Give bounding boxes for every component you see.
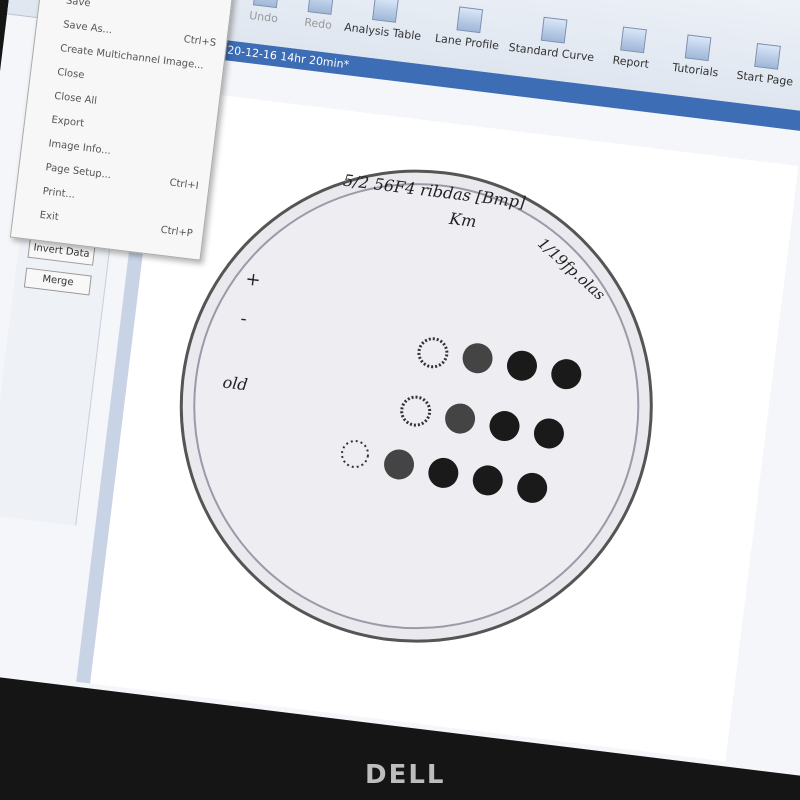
menu-label: Print... — [41, 186, 76, 201]
menu-label: Exit — [39, 209, 60, 224]
button-label: Standard Curve — [507, 40, 595, 65]
menu-item[interactable]: Save As... Ctrl+S — [62, 19, 222, 49]
plate-image: 5/2 56F4 ribdas [Bmp] Km 1/19fp.olas + -… — [179, 169, 653, 643]
toolbar-button[interactable]: Start Page — [719, 39, 800, 91]
button-label: Analysis Table — [343, 20, 422, 43]
handwriting: + — [244, 268, 262, 291]
menu-item[interactable]: Image Info... — [48, 138, 208, 168]
toolbar-button[interactable]: Analysis Table — [337, 0, 431, 44]
menu-item[interactable]: Create Multichannel Image... — [60, 43, 220, 73]
menu-label: Create Multichannel Image... — [59, 43, 205, 72]
menu-item[interactable]: Exit Ctrl+P — [39, 210, 199, 240]
menu-label: Image Info... — [47, 138, 112, 157]
button-label: Redo — [303, 15, 333, 32]
menu-label: Export — [50, 114, 85, 130]
handwriting: - — [239, 308, 248, 330]
menu-label: Page Setup... — [44, 162, 112, 182]
file-menu: Recent ImagesCtrl+ORecent ProtocolsSaveS… — [9, 0, 238, 261]
menu-label: Save — [65, 0, 92, 10]
brand-logo: DELL — [365, 760, 446, 790]
menu-shortcut: Ctrl+I — [168, 177, 200, 192]
menu-label: Close — [56, 66, 85, 82]
toolbar-button[interactable]: Lane Profile — [422, 2, 516, 54]
button-label: Report — [611, 53, 650, 71]
petri-rim — [193, 183, 640, 630]
menu-label: Close All — [53, 90, 98, 107]
colonies — [340, 337, 582, 503]
menu-item[interactable]: Close — [57, 67, 217, 97]
menu-item[interactable]: Page Setup... Ctrl+I — [45, 162, 205, 192]
menu-label: Save As... — [62, 19, 113, 37]
menu-shortcut: Ctrl+S — [183, 34, 217, 49]
menu-item[interactable]: Export — [51, 115, 211, 145]
screen: Undo Redo Analysis Table Lane Profile St… — [0, 0, 800, 776]
button-label: Start Page — [735, 68, 794, 89]
handwriting: old — [222, 372, 249, 394]
image-canvas: 5/2 56F4 ribdas [Bmp] Km 1/19fp.olas + -… — [76, 86, 799, 762]
handwriting: Km — [447, 209, 477, 231]
side-button[interactable]: Merge — [23, 267, 92, 296]
button-label: Lane Profile — [434, 31, 500, 53]
button-label: Tutorials — [671, 60, 720, 80]
menu-item[interactable]: Close All — [54, 91, 214, 121]
menu-item[interactable]: Print... — [42, 186, 202, 216]
menu-shortcut: Ctrl+P — [159, 224, 194, 240]
